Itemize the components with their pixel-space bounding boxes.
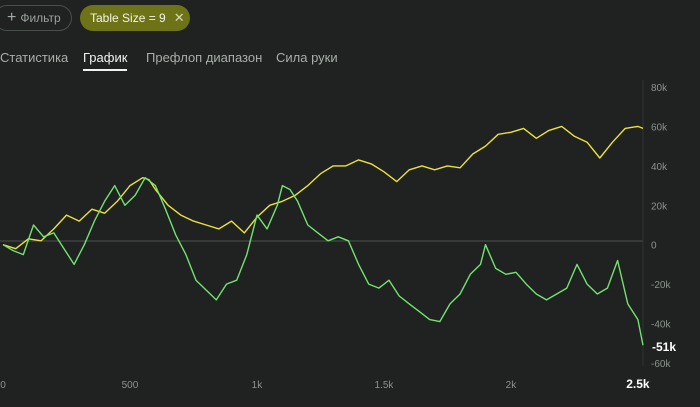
- table-size-filter-chip[interactable]: Table Size = 9 ✕: [80, 5, 190, 31]
- y-tick-label: -20k: [651, 280, 671, 291]
- y-tick-label: 0: [651, 241, 657, 252]
- filter-bar: + Фильтр Table Size = 9 ✕: [0, 5, 700, 33]
- x-tick-label: 2k: [506, 380, 518, 391]
- y-tick-label: 60k: [651, 122, 668, 133]
- series-line-1: [2, 176, 644, 346]
- tab-graph[interactable]: График: [83, 50, 128, 71]
- profit-chart: 80k 60k 40k 20k 0 -20k -40k -60k 0 500 1k 1.5k 2k 2.…: [0, 80, 676, 391]
- x-tick-label: 1k: [252, 380, 264, 391]
- series-layer: [2, 125, 644, 346]
- x-tick-label: 500: [122, 380, 139, 391]
- filter-button[interactable]: + Фильтр: [0, 5, 72, 31]
- x-tick-label: 1.5k: [374, 380, 394, 391]
- y-tick-label: 80k: [651, 83, 668, 94]
- filter-label: Фильтр: [20, 11, 61, 25]
- close-icon[interactable]: ✕: [173, 10, 185, 25]
- current-x-label: 2.5k: [626, 377, 650, 391]
- current-value-label: -51k: [652, 340, 676, 354]
- x-axis-ticks: 0 500 1k 1.5k 2k 2.5k: [0, 377, 650, 391]
- y-tick-label: -60k: [651, 359, 671, 370]
- y-tick-label: 20k: [651, 201, 668, 212]
- table-size-label: Table Size = 9: [90, 11, 166, 25]
- series-line-0: [2, 125, 644, 250]
- y-tick-label: 40k: [651, 162, 668, 173]
- plus-icon: +: [7, 9, 17, 26]
- tab-statistics[interactable]: Статистика: [0, 50, 69, 65]
- x-tick-label: 0: [0, 380, 6, 391]
- tab-hand-strength[interactable]: Сила руки: [276, 50, 338, 65]
- y-tick-label: -40k: [651, 320, 671, 331]
- tab-preflop-range[interactable]: Префлоп диапазон: [146, 50, 263, 65]
- y-axis-ticks: 80k 60k 40k 20k 0 -20k -40k -60k: [651, 83, 671, 370]
